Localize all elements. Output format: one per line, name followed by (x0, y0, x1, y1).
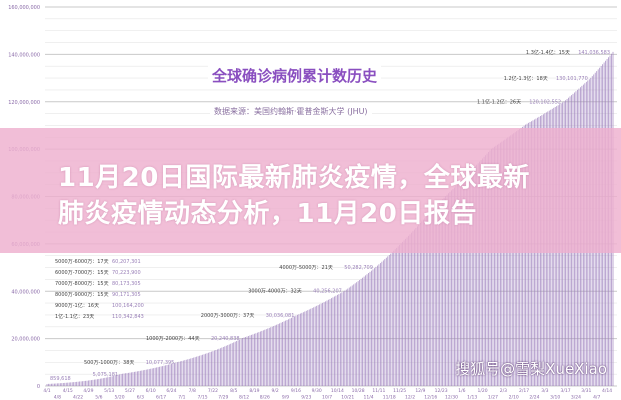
interval-label: 2000万-3000万：37天 (201, 313, 255, 319)
data-label: 30,036,081 (266, 313, 295, 319)
data-label: 60,207,301 (112, 259, 141, 265)
data-label: 5,075,181 (93, 372, 118, 378)
headline-banner (0, 128, 621, 253)
x-tick-label: 10/14 (331, 388, 344, 394)
interval-label: 1.2亿-1.3亿：18天 (504, 75, 548, 82)
x-tick-label: 6/3 (137, 395, 144, 400)
x-tick-label: 5/13 (104, 388, 114, 394)
x-tick-label: 12/9 (415, 388, 425, 394)
data-label: 120,102,552 (529, 100, 561, 106)
x-tick-label: 7/22 (208, 388, 218, 394)
x-tick-label: 8/12 (239, 395, 249, 400)
x-tick-label: 4/22 (73, 395, 83, 400)
x-tick-label: 10/21 (341, 395, 354, 400)
x-tick-label: 3/10 (550, 395, 560, 400)
data-label: 90,171,305 (112, 292, 141, 298)
data-label: 859,618 (50, 376, 71, 382)
data-label: 40,256,207 (313, 289, 342, 295)
headline-line-2: 肺炎疫情动态分析，11月20日报告 (58, 199, 477, 229)
data-label: 20,240,838 (211, 336, 240, 342)
x-tick-label: 4/1 (43, 388, 50, 394)
x-tick-label: 12/16 (424, 395, 437, 400)
data-label: 141,036,583 (578, 50, 610, 56)
interval-label: 8000万-9000万：15天 (55, 292, 109, 298)
interval-label: 1.1亿-1.2亿：26天 (477, 99, 521, 106)
x-tick-label: 3/24 (571, 395, 581, 400)
x-tick-label: 9/2 (272, 388, 279, 394)
x-tick-label: 6/24 (166, 388, 176, 394)
headline-line-1: 11月20日国际最新肺炎疫情，全球最新 (58, 163, 530, 193)
x-tick-label: 9/9 (282, 395, 289, 400)
x-tick-label: 12/30 (445, 395, 458, 400)
watermark: 搜狐号@雪梨XueXiao (455, 360, 607, 378)
x-tick-label: 2/24 (529, 395, 539, 400)
x-tick-label: 2/3 (500, 388, 507, 394)
x-tick-label: 7/1 (178, 395, 185, 400)
interval-label: 7000万-8000万：15天 (55, 281, 109, 287)
x-tick-label: 3/3 (541, 388, 548, 394)
x-tick-label: 3/31 (581, 388, 591, 394)
x-tick-label: 6/10 (146, 388, 156, 394)
x-tick-label: 4/7 (593, 395, 600, 400)
y-tick-label: 140,000,000 (8, 52, 40, 58)
x-tick-label: 4/14 (602, 388, 612, 394)
x-tick-label: 12/2 (405, 395, 415, 400)
interval-label: 4000万-5000万：21天 (279, 265, 333, 271)
x-tick-label: 1/20 (478, 388, 488, 394)
interval-label: 9000万-1亿：16天 (55, 302, 99, 309)
x-tick-label: 11/11 (372, 388, 385, 394)
data-label: 70,223,900 (112, 270, 141, 276)
interval-label: 500万-1000万：38天 (84, 360, 134, 366)
interval-label: 3000万-4000万：32天 (248, 289, 302, 295)
y-tick-label: 120,000,000 (8, 100, 40, 106)
data-label: 10,077,395 (146, 360, 175, 366)
data-label: 100,164,200 (112, 303, 144, 309)
x-tick-label: 7/8 (189, 388, 196, 394)
x-tick-label: 5/27 (125, 388, 135, 394)
x-tick-label: 12/23 (435, 388, 448, 394)
interval-label: 6000万-7000万：15天 (55, 270, 109, 276)
x-tick-label: 5/20 (115, 395, 125, 400)
x-tick-label: 1/27 (488, 395, 498, 400)
interval-label: 1.3亿-1.4亿：15天 (526, 49, 570, 56)
x-tick-label: 6/17 (156, 395, 166, 400)
article-headline: 11月20日国际最新肺炎疫情，全球最新 肺炎疫情动态分析，11月20日报告 (58, 160, 598, 232)
interval-label: 1000万-2000万：44天 (146, 336, 200, 342)
x-tick-label: 3/17 (561, 388, 571, 394)
x-tick-label: 4/8 (54, 395, 61, 400)
x-tick-label: 8/19 (249, 388, 259, 394)
x-tick-label: 10/28 (352, 388, 365, 394)
interval-label: 1亿-1.1亿：23天 (55, 313, 94, 320)
x-tick-label: 8/5 (230, 388, 237, 394)
y-tick-label: 20,000,000 (11, 337, 40, 343)
chart-subtitle: 数据来源：美国约翰斯·霍普金斯大学 (JHU) (210, 106, 372, 117)
data-label: 130,101,770 (556, 76, 588, 82)
x-tick-label: 2/17 (519, 388, 529, 394)
x-tick-label: 9/16 (291, 388, 301, 394)
y-tick-label: 0 (37, 384, 40, 390)
x-tick-label: 9/30 (312, 388, 322, 394)
x-tick-label: 10/7 (322, 395, 332, 400)
data-label: 110,342,843 (112, 314, 144, 320)
data-label: 80,173,305 (112, 281, 141, 287)
x-tick-label: 1/13 (467, 395, 477, 400)
x-tick-label: 5/6 (95, 395, 102, 400)
x-tick-label: 2/10 (509, 395, 519, 400)
y-tick-label: 40,000,000 (11, 289, 40, 295)
x-tick-label: 9/23 (301, 395, 311, 400)
x-tick-label: 11/4 (363, 395, 373, 400)
x-tick-label: 1/6 (458, 388, 465, 394)
x-tick-label: 8/26 (260, 395, 270, 400)
interval-label: 5000万-6000万：17天 (55, 259, 109, 265)
x-tick-label: 4/15 (63, 388, 73, 394)
x-tick-label: 11/18 (383, 395, 396, 400)
chart-title: 全球确诊病例累计数历史 (208, 65, 382, 86)
x-tick-label: 11/25 (393, 388, 406, 394)
data-label: 50,282,709 (344, 265, 373, 271)
x-tick-label: 4/29 (83, 388, 93, 394)
x-tick-label: 7/15 (198, 395, 208, 400)
y-tick-label: 160,000,000 (8, 5, 40, 11)
x-tick-label: 7/29 (218, 395, 228, 400)
